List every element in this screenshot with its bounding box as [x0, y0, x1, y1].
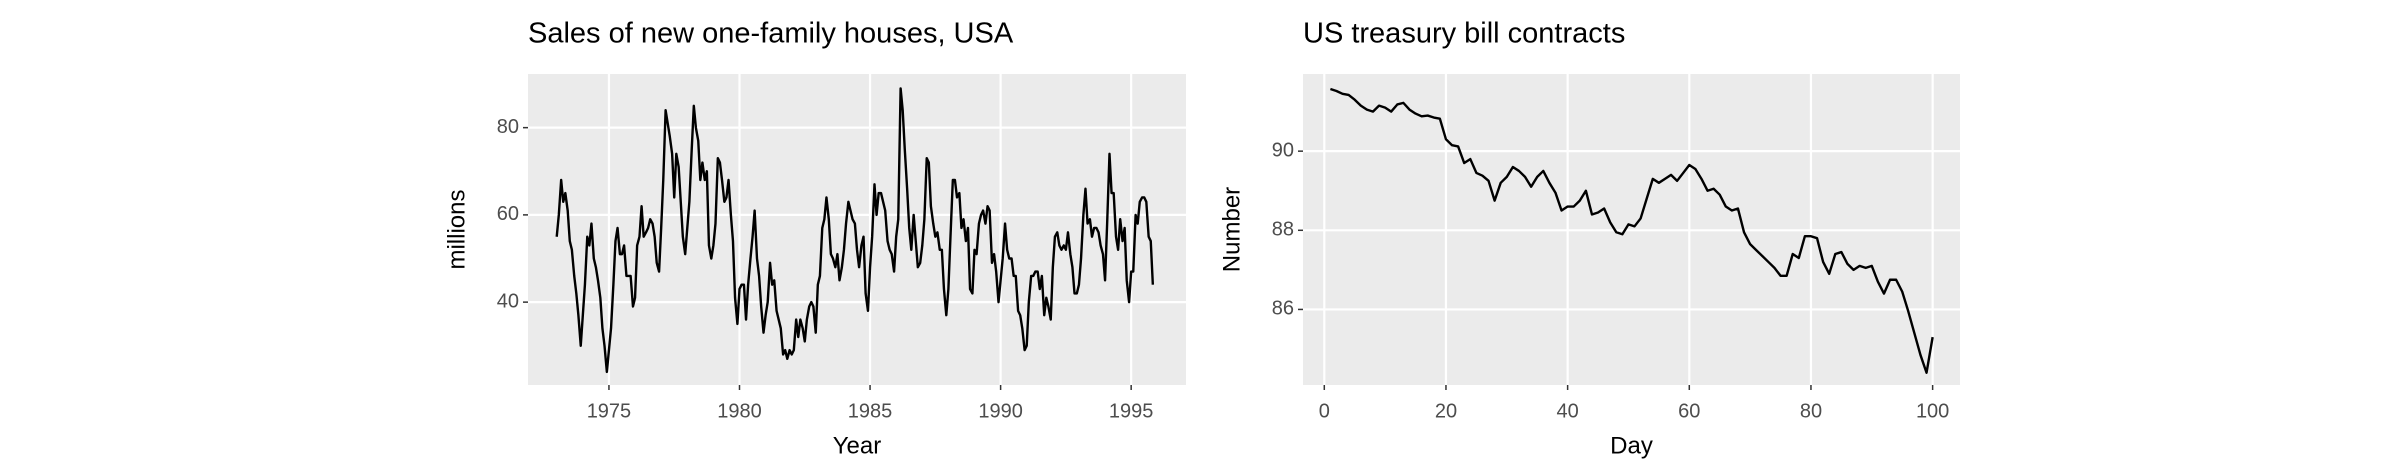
x-axis-title: Year — [833, 432, 882, 459]
data-line — [1330, 87, 1934, 374]
x-tick-label: 0 — [1319, 400, 1330, 422]
x-tick-label: 100 — [1916, 400, 1949, 422]
x-tick-label: 60 — [1678, 400, 1700, 422]
x-axis-title: Day — [1610, 432, 1653, 459]
y-tick-label: 40 — [497, 290, 519, 312]
plot-panel — [528, 74, 1186, 385]
x-tick-label: 1980 — [717, 400, 762, 422]
x-tick-label: 1975 — [587, 400, 632, 422]
chart-title: US treasury bill contracts — [1303, 18, 1625, 50]
y-axis-title: millions — [443, 189, 470, 269]
chart: US treasury bill contracts 86 88 90 0 20 40 60 8… — [1218, 18, 1960, 459]
data-line — [555, 87, 1155, 374]
chart: Sales of new one-family houses, USA 40 60 8… — [443, 18, 1186, 459]
y-tick-label: 60 — [497, 203, 519, 225]
x-tick-label: 1990 — [978, 400, 1023, 422]
x-tick-label: 80 — [1800, 400, 1822, 422]
x-tick-label: 40 — [1557, 400, 1579, 422]
y-axis-title: Number — [1218, 187, 1245, 272]
y-tick-label: 80 — [497, 116, 519, 138]
y-tick-label: 86 — [1272, 298, 1294, 320]
y-tick-label: 90 — [1272, 139, 1294, 161]
x-tick-label: 1985 — [848, 400, 893, 422]
x-tick-label: 20 — [1435, 400, 1457, 422]
y-tick-label: 88 — [1272, 219, 1294, 241]
chart-title: Sales of new one-family houses, USA — [528, 18, 1014, 50]
x-tick-label: 1995 — [1109, 400, 1154, 422]
